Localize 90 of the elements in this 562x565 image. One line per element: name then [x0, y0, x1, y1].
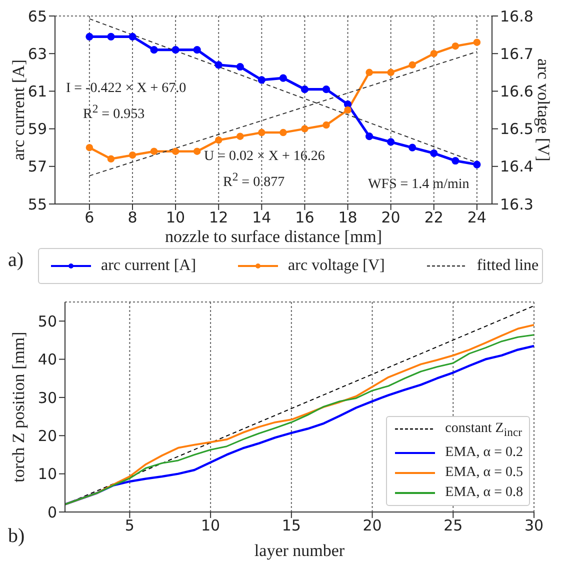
text: a)	[8, 249, 24, 271]
legend-label: EMA, α = 0.8	[445, 485, 523, 500]
x-tick-label: 8	[128, 208, 138, 227]
point	[473, 38, 481, 46]
point	[344, 100, 352, 108]
legend-label: EMA, α = 0.5	[445, 465, 523, 480]
point	[128, 32, 136, 40]
x-tick-label: 18	[338, 208, 358, 227]
y-tick-label: 50	[38, 312, 57, 330]
x-tick-label: 5	[124, 516, 134, 535]
x-tick-label: 30	[524, 516, 544, 535]
point	[86, 144, 94, 152]
point	[107, 32, 115, 40]
y2-axis-title: arc voltage [V]	[534, 58, 553, 162]
y-tick-label: 61	[28, 82, 47, 101]
y2-tick-label: 16.5	[500, 120, 534, 138]
point	[193, 46, 201, 54]
point	[236, 132, 244, 140]
point	[430, 50, 438, 58]
point	[258, 128, 266, 136]
x-tick-label: 24	[467, 208, 486, 227]
x-tick-label: 10	[201, 516, 220, 535]
y-tick-label: 40	[38, 350, 57, 369]
x-tick-label: 20	[381, 208, 400, 227]
y-tick-label: 20	[38, 426, 57, 445]
point	[430, 149, 438, 158]
point	[172, 148, 180, 155]
point	[280, 128, 287, 136]
y-tick-label: 57	[28, 158, 47, 176]
point	[387, 68, 394, 76]
y2-tick-label: 16.3	[500, 195, 534, 214]
y-tick-label: 55	[28, 195, 47, 214]
x-tick-label: 16	[295, 208, 314, 227]
x-axis-title: nozzle to surface distance [mm]	[164, 227, 382, 246]
legend-label: EMA, α = 0.2	[445, 445, 523, 460]
point	[86, 32, 94, 40]
point	[150, 46, 158, 54]
point	[107, 155, 115, 163]
legend-label: arc current [A]	[101, 257, 196, 274]
point	[301, 125, 308, 132]
annotation: R$^{2}$ = 0.877	[223, 170, 285, 190]
annotation: I = -0.422 × X + 67.0	[66, 81, 186, 96]
point	[214, 61, 222, 69]
y2-tick-label: 16.7	[500, 44, 534, 63]
y-tick-label: 59	[28, 120, 47, 138]
point	[366, 68, 373, 76]
point	[408, 61, 416, 69]
y-tick-label: 63	[28, 44, 47, 63]
point	[128, 151, 136, 159]
y-tick-label: 65	[28, 7, 47, 26]
legend-label: arc voltage [V]	[288, 257, 385, 274]
x-tick-label: 15	[282, 516, 301, 535]
point	[193, 148, 201, 155]
x-axis-title: layer number	[254, 541, 345, 560]
point	[452, 42, 460, 50]
x-tick-label: 6	[84, 208, 94, 227]
y2-tick-label: 16.6	[500, 82, 534, 101]
x-tick-label: 14	[252, 208, 272, 227]
x-tick-label: 25	[444, 516, 463, 535]
text: b)	[8, 525, 25, 547]
x-tick-label: 20	[362, 516, 382, 535]
point	[279, 74, 287, 82]
point	[322, 121, 330, 129]
point	[172, 46, 180, 54]
point	[408, 144, 416, 152]
x-tick-label: 10	[166, 208, 186, 227]
y-tick-label: 30	[38, 388, 57, 407]
point	[236, 62, 244, 71]
y-axis-title: torch Z position [mm]	[9, 332, 28, 482]
point	[150, 148, 158, 155]
legend-label: constant Z$_{incr}$	[445, 421, 522, 439]
x-tick-label: 12	[209, 208, 228, 227]
point	[300, 86, 309, 94]
y-tick-label: 10	[38, 465, 57, 484]
point	[365, 132, 374, 140]
y-axis-title: arc current [A]	[9, 60, 28, 160]
legend-label: fitted line	[476, 257, 539, 274]
point	[387, 138, 395, 146]
point	[452, 156, 460, 165]
annotation: R$^{2}$ = 0.953	[83, 102, 145, 122]
y-tick-label: 0	[47, 503, 57, 522]
point	[214, 136, 222, 144]
annotation: WFS = 1.4 m/min	[368, 177, 470, 192]
y2-tick-label: 16.8	[500, 7, 534, 26]
point	[258, 76, 266, 84]
y2-tick-label: 16.4	[500, 158, 534, 176]
point	[473, 160, 481, 168]
x-tick-label: 22	[424, 208, 444, 227]
point	[322, 86, 330, 94]
point	[344, 106, 352, 114]
